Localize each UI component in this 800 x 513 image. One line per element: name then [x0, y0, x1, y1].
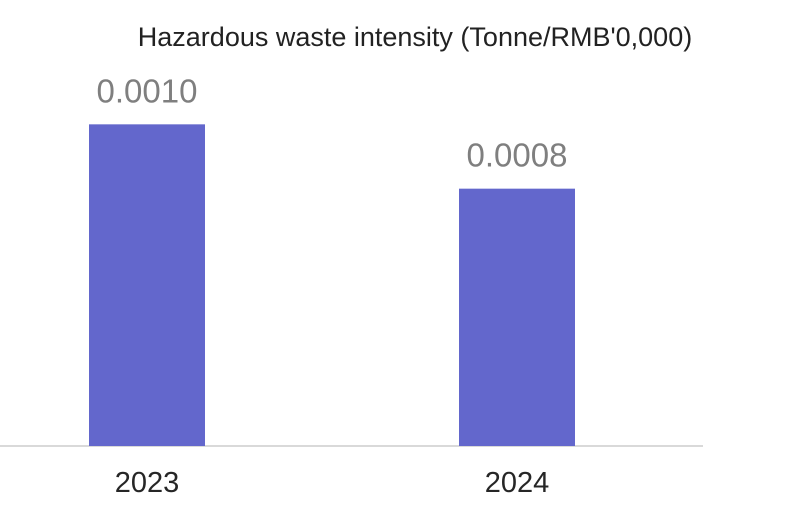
x-tick-labels-group: 2023 2024: [115, 467, 550, 499]
bar-2023: [89, 124, 205, 446]
data-label-2024: 0.0008: [467, 137, 568, 174]
bars-group: [89, 124, 575, 446]
x-tick-label-2024: 2024: [485, 467, 550, 499]
data-labels-group: 0.0010 0.0008: [97, 72, 568, 173]
x-tick-label-2023: 2023: [115, 467, 180, 499]
data-label-2023: 0.0010: [97, 72, 198, 109]
chart-title: Hazardous waste intensity (Tonne/RMB'0,0…: [137, 22, 693, 52]
bar-2024: [459, 188, 575, 446]
